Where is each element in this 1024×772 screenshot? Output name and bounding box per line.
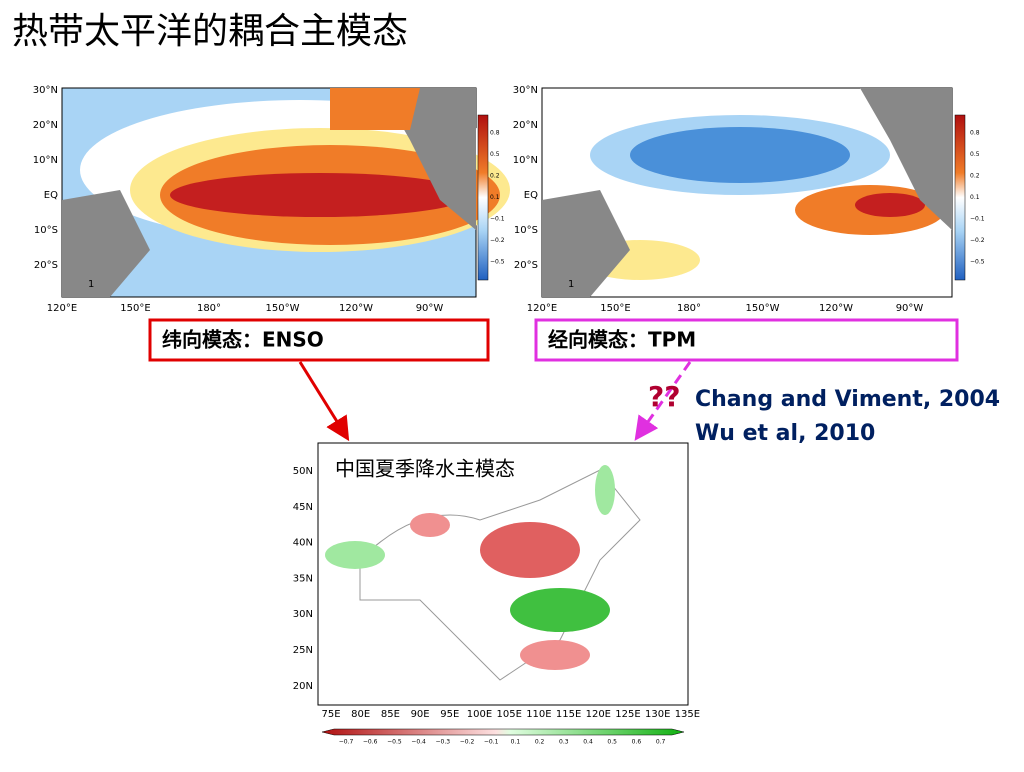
lat-label: 30N bbox=[293, 609, 313, 620]
colorbar bbox=[321, 728, 685, 736]
reference: Wu et al, 2010 bbox=[695, 421, 875, 446]
lon-label: 100E bbox=[467, 709, 492, 720]
lon-label: 90E bbox=[411, 709, 430, 720]
tpm-map bbox=[541, 87, 966, 298]
colorbar-label: 0.1 bbox=[511, 739, 521, 746]
colorbar-label: −0.2 bbox=[970, 237, 985, 244]
colorbar-label: −0.2 bbox=[460, 739, 475, 746]
colorbar-label: 0.2 bbox=[535, 739, 545, 746]
lat-label: 25N bbox=[293, 645, 313, 656]
lat-label: EQ bbox=[44, 190, 58, 201]
colorbar-label: −0.5 bbox=[490, 259, 505, 266]
colorbar-label: −0.2 bbox=[490, 237, 505, 244]
lon-label: 75E bbox=[321, 709, 340, 720]
title: 热带太平洋的耦合主模态 bbox=[12, 11, 408, 52]
lon-label: 80E bbox=[351, 709, 370, 720]
lat-label: 40N bbox=[293, 538, 313, 549]
colorbar-label: 0.5 bbox=[607, 739, 617, 746]
colorbar-label: −0.7 bbox=[339, 739, 354, 746]
colorbar-label: 0.1 bbox=[970, 194, 980, 201]
lat-label: 20°S bbox=[34, 260, 58, 271]
reference: Chang and Viment, 2004 bbox=[695, 387, 1000, 412]
lon-label: 120°E bbox=[47, 303, 77, 314]
lon-label: 150°E bbox=[120, 303, 150, 314]
colorbar-label: 0.7 bbox=[656, 739, 666, 746]
colorbar-label: 0.5 bbox=[490, 151, 500, 158]
colorbar-label: −0.1 bbox=[484, 739, 499, 746]
lat-label: 20°N bbox=[513, 120, 538, 131]
lon-label: 125E bbox=[615, 709, 640, 720]
lat-label: 50N bbox=[293, 466, 313, 477]
colorbar-label: 0.8 bbox=[490, 130, 500, 137]
lat-label: 10°N bbox=[33, 155, 58, 166]
colorbar-label: −0.5 bbox=[387, 739, 402, 746]
colorbar-label: −0.4 bbox=[411, 739, 426, 746]
colorbar-label: −0.1 bbox=[970, 216, 985, 223]
vector-label: 1 bbox=[568, 279, 574, 290]
lat-label: 20N bbox=[293, 681, 313, 692]
tpm-label: 经向模态：TPM bbox=[548, 328, 696, 352]
enso-map bbox=[61, 87, 520, 298]
tpm-box bbox=[534, 318, 959, 362]
lon-label: 120°W bbox=[819, 303, 853, 314]
lon-label: 135E bbox=[675, 709, 700, 720]
china-title: 中国夏季降水主模态 bbox=[335, 457, 515, 481]
lon-label: 150°E bbox=[600, 303, 630, 314]
vector-label: 1 bbox=[88, 279, 94, 290]
colorbar-label: 0.2 bbox=[490, 173, 500, 180]
china-map: 中国夏季降水主模态 bbox=[317, 442, 689, 706]
question: ?? bbox=[648, 380, 680, 413]
lon-label: 180° bbox=[197, 303, 221, 314]
lon-label: 105E bbox=[496, 709, 521, 720]
lon-label: 90°W bbox=[896, 303, 924, 314]
lat-label: 10°S bbox=[34, 225, 58, 236]
lon-label: 110E bbox=[526, 709, 551, 720]
lat-label: 10°S bbox=[514, 225, 538, 236]
lon-label: 150°W bbox=[266, 303, 300, 314]
lat-label: 30°N bbox=[513, 85, 538, 96]
colorbar-label: 0.6 bbox=[632, 739, 642, 746]
colorbar-label: 0.1 bbox=[490, 194, 500, 201]
lat-label: 35N bbox=[293, 573, 313, 584]
lon-label: 130E bbox=[645, 709, 670, 720]
lon-label: 120E bbox=[586, 709, 611, 720]
lon-label: 120°E bbox=[527, 303, 557, 314]
lon-label: 150°W bbox=[746, 303, 780, 314]
lat-label: 10°N bbox=[513, 155, 538, 166]
arrow bbox=[298, 361, 350, 442]
lat-label: 20°N bbox=[33, 120, 58, 131]
lon-label: 115E bbox=[556, 709, 581, 720]
lat-label: 45N bbox=[293, 502, 313, 513]
colorbar-label: −0.1 bbox=[490, 216, 505, 223]
lon-label: 180° bbox=[677, 303, 701, 314]
colorbar-label: 0.3 bbox=[559, 739, 569, 746]
lon-label: 90°W bbox=[416, 303, 444, 314]
lat-label: EQ bbox=[524, 190, 538, 201]
colorbar-label: 0.2 bbox=[970, 173, 980, 180]
colorbar-label: −0.5 bbox=[970, 259, 985, 266]
enso-box bbox=[148, 318, 490, 362]
colorbar-label: −0.3 bbox=[436, 739, 451, 746]
colorbar-label: 0.8 bbox=[970, 130, 980, 137]
lon-label: 85E bbox=[381, 709, 400, 720]
enso-label: 纬向模态：ENSO bbox=[162, 328, 324, 352]
colorbar-label: 0.4 bbox=[583, 739, 593, 746]
lon-label: 95E bbox=[440, 709, 459, 720]
colorbar-label: 0.5 bbox=[970, 151, 980, 158]
lat-label: 20°S bbox=[514, 260, 538, 271]
lon-label: 120°W bbox=[339, 303, 373, 314]
colorbar-label: −0.6 bbox=[363, 739, 378, 746]
lat-label: 30°N bbox=[33, 85, 58, 96]
